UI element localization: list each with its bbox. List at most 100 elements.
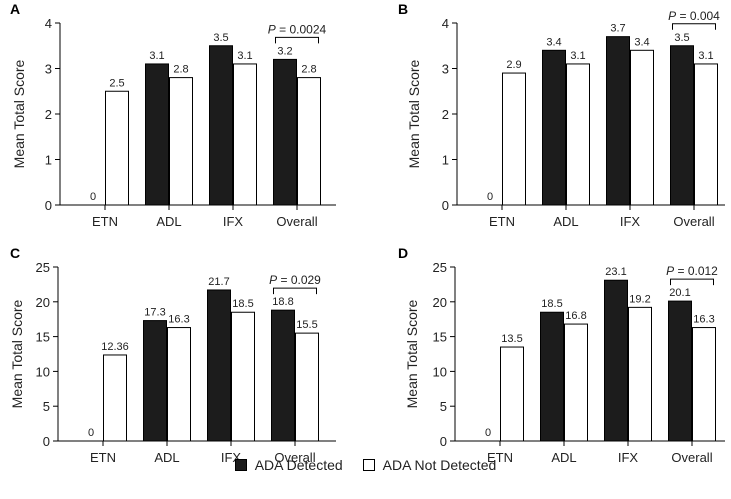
p-value-label: P = 0.004 xyxy=(668,9,720,23)
chart-panel-a: A Mean Total Score 0 1 2 3 4 ETN 0 2.5 ADL 3.1 2.8 IF… xyxy=(10,1,336,229)
chart-panel-c: C Mean Total Score 0 5 10 15 20 25 ETN 0 12.36 ADL 1… xyxy=(9,245,336,465)
data-label-ada-detected: 3.1 xyxy=(149,50,164,62)
data-label-ada-not-detected: 16.3 xyxy=(168,314,189,326)
y-tick-label: 2 xyxy=(442,107,449,122)
significance-bracket xyxy=(275,36,319,44)
panel-letter: B xyxy=(398,1,408,17)
data-label-ada-not-detected: 3.1 xyxy=(698,50,713,62)
x-tick-label: ETN xyxy=(489,214,515,229)
bar-ada-not-detected xyxy=(694,63,718,206)
significance-bracket xyxy=(670,278,714,286)
bar-ada-not-detected xyxy=(295,332,319,442)
bar-ada-not-detected xyxy=(169,77,193,206)
data-label-ada-not-detected: 2.5 xyxy=(109,77,124,89)
y-tick-label: 3 xyxy=(45,62,52,77)
y-axis-title: Mean Total Score xyxy=(11,59,27,168)
p-value-label: P = 0.0024 xyxy=(268,22,327,36)
bar-ada-detected xyxy=(209,45,233,206)
data-label-ada-not-detected: 18.5 xyxy=(232,298,253,310)
y-tick-label: 0 xyxy=(442,198,449,213)
y-tick-label: 10 xyxy=(36,364,50,379)
data-label-ada-detected: 3.2 xyxy=(277,45,292,57)
data-label-ada-not-detected: 3.1 xyxy=(570,50,585,62)
bar-ada-detected xyxy=(271,309,295,442)
panel-letter: C xyxy=(10,245,20,261)
data-label-ada-not-detected: 13.5 xyxy=(501,333,522,345)
x-tick-label: ADL xyxy=(553,214,578,229)
bar-ada-not-detected xyxy=(233,63,257,206)
data-label-ada-not-detected: 3.4 xyxy=(634,36,649,48)
x-tick-label: ETN xyxy=(92,214,118,229)
y-tick-label: 0 xyxy=(45,198,52,213)
bar-ada-not-detected xyxy=(231,311,255,442)
y-tick-label: 4 xyxy=(45,16,52,31)
x-tick-label: ETN xyxy=(90,450,116,465)
bar-ada-not-detected xyxy=(167,327,191,442)
bar-ada-detected xyxy=(606,36,630,206)
x-tick-label: ADL xyxy=(156,214,181,229)
data-label-ada-detected: 17.3 xyxy=(144,307,165,319)
p-value-prefix: P xyxy=(269,273,277,287)
p-value-prefix: P xyxy=(666,264,674,278)
y-tick-label: 1 xyxy=(45,153,52,168)
y-tick-label: 15 xyxy=(433,330,447,345)
bar-ada-detected xyxy=(542,49,566,206)
bar-ada-not-detected xyxy=(105,90,129,206)
panel-letter: D xyxy=(398,245,408,261)
bar-ada-not-detected xyxy=(692,327,716,442)
y-tick-label: 25 xyxy=(433,260,447,275)
legend-swatch-not-detected xyxy=(362,459,375,471)
data-label-ada-not-detected: 2.9 xyxy=(506,59,521,71)
y-tick-label: 5 xyxy=(440,399,447,414)
bar-ada-not-detected xyxy=(103,354,127,442)
bar-ada-not-detected xyxy=(566,63,590,206)
data-label-ada-not-detected: 2.8 xyxy=(173,64,188,76)
legend-label-detected: ADA Detected xyxy=(254,457,343,473)
legend-label-not-detected: ADA Not Detected xyxy=(382,457,497,473)
p-value-prefix: P xyxy=(268,22,276,36)
p-value-prefix: P xyxy=(668,9,676,23)
y-tick-label: 1 xyxy=(442,153,449,168)
p-value-text: = 0.012 xyxy=(674,264,718,278)
y-axis-title: Mean Total Score xyxy=(9,299,25,408)
legend-swatch-detected xyxy=(234,459,247,471)
y-tick-label: 10 xyxy=(433,364,447,379)
y-tick-label: 15 xyxy=(36,330,50,345)
y-axis-title: Mean Total Score xyxy=(404,299,420,408)
y-tick-label: 4 xyxy=(442,16,449,31)
x-tick-label: IFX xyxy=(618,450,639,465)
x-tick-label: Overall xyxy=(274,450,315,465)
bar-ada-detected xyxy=(604,279,628,442)
data-label-ada-not-detected: 12.36 xyxy=(101,341,129,353)
data-label-ada-detected: 0 xyxy=(90,191,96,203)
bar-ada-detected xyxy=(145,63,169,206)
data-label-ada-detected: 20.1 xyxy=(669,287,690,299)
data-label-ada-detected: 23.1 xyxy=(605,266,626,278)
chart-panel-b: B Mean Total Score 0 1 2 3 4 ETN 0 2.9 ADL 3.4 3.1 IF… xyxy=(398,1,725,229)
p-value-text: = 0.004 xyxy=(676,9,720,23)
data-label-ada-detected: 3.7 xyxy=(610,23,625,35)
y-tick-label: 3 xyxy=(442,62,449,77)
data-label-ada-detected: 0 xyxy=(487,191,493,203)
y-tick-label: 2 xyxy=(45,107,52,122)
bar-ada-not-detected xyxy=(630,49,654,206)
data-label-ada-not-detected: 2.8 xyxy=(301,64,316,76)
bar-ada-not-detected xyxy=(564,323,588,442)
bar-ada-not-detected xyxy=(502,72,526,206)
bar-ada-detected xyxy=(668,300,692,442)
bar-ada-detected xyxy=(143,320,167,442)
y-tick-label: 20 xyxy=(36,295,50,310)
x-tick-label: ADL xyxy=(154,450,179,465)
bar-ada-not-detected xyxy=(628,306,652,442)
bar-ada-detected xyxy=(207,289,231,442)
x-tick-label: ADL xyxy=(551,450,576,465)
p-value-text: = 0.0024 xyxy=(276,22,327,36)
x-tick-label: IFX xyxy=(223,214,244,229)
x-tick-label: IFX xyxy=(620,214,641,229)
p-value-label: P = 0.012 xyxy=(666,264,718,278)
data-label-ada-detected: 18.8 xyxy=(272,296,293,308)
data-label-ada-detected: 0 xyxy=(88,427,94,439)
data-label-ada-not-detected: 3.1 xyxy=(237,50,252,62)
legend: ADA Detected ADA Not Detected xyxy=(0,455,731,475)
